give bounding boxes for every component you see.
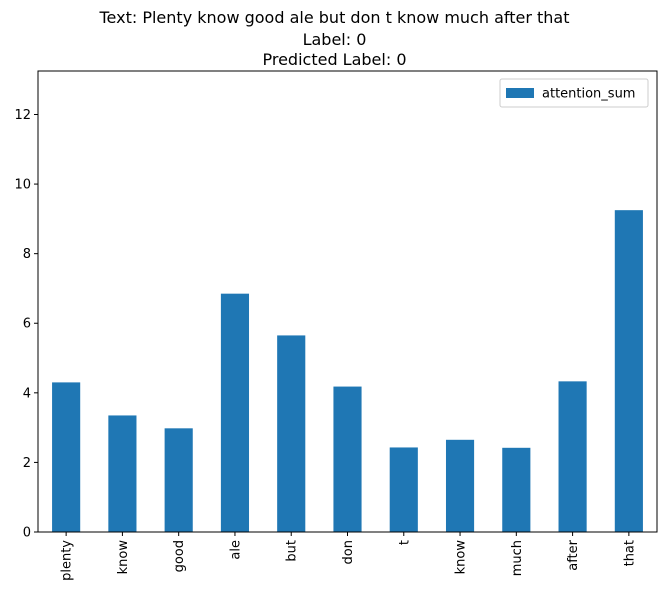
y-tick-label-0: 0 — [23, 526, 31, 541]
legend-label: attention_sum — [542, 87, 635, 102]
x-tick-label-don-5: don — [341, 540, 356, 564]
bar-good-2 — [164, 428, 193, 532]
x-tick-label-much-8: much — [510, 540, 525, 576]
bar-ale-3 — [220, 293, 250, 532]
legend-swatch — [506, 88, 534, 98]
y-axis: 0 2 4 6 8 10 12 — [14, 108, 38, 541]
bar-know-7 — [445, 439, 475, 532]
y-tick-label-8: 8 — [23, 247, 31, 262]
x-tick-label-ale-3: ale — [228, 540, 243, 560]
x-axis: plenty know good ale but don t know much after tha… — [60, 532, 637, 581]
bar-that-10 — [614, 210, 643, 533]
bar-plenty-0 — [52, 382, 81, 532]
x-tick-label-that-10: that — [622, 540, 637, 566]
y-tick-label-6: 6 — [23, 317, 31, 332]
bar-t-6 — [389, 447, 418, 532]
title-line-label: Label: 0 — [303, 30, 367, 49]
x-tick-label-know-7: know — [454, 540, 469, 575]
x-tick-label-plenty-0: plenty — [60, 540, 75, 581]
x-tick-label-t-6: t — [397, 540, 412, 545]
title-line-text: Text: Plenty know good ale but don t kno… — [99, 8, 570, 27]
bar-but-4 — [277, 335, 306, 532]
x-tick-label-know-1: know — [116, 540, 131, 575]
legend-box — [499, 78, 649, 108]
y-tick-label-10: 10 — [14, 178, 31, 193]
y-tick-label-12: 12 — [14, 108, 31, 123]
title-line-predicted-label: Predicted Label: 0 — [262, 50, 406, 69]
x-tick-label-good-2: good — [172, 540, 187, 572]
bar-don-5 — [333, 386, 362, 532]
x-tick-label-but-4: but — [285, 540, 300, 562]
y-tick-label-4: 4 — [23, 386, 31, 401]
plot-frame — [37, 70, 658, 533]
bar-after-9 — [558, 381, 587, 532]
chart-title: Text: Plenty know good ale but don t kno… — [99, 8, 570, 69]
bar-much-8 — [502, 447, 531, 532]
legend: attention_sum — [499, 78, 649, 108]
bars-group — [52, 210, 643, 533]
x-tick-label-after-9: after — [566, 539, 581, 570]
y-tick-label-2: 2 — [23, 456, 31, 471]
bar-know-1 — [108, 415, 137, 532]
